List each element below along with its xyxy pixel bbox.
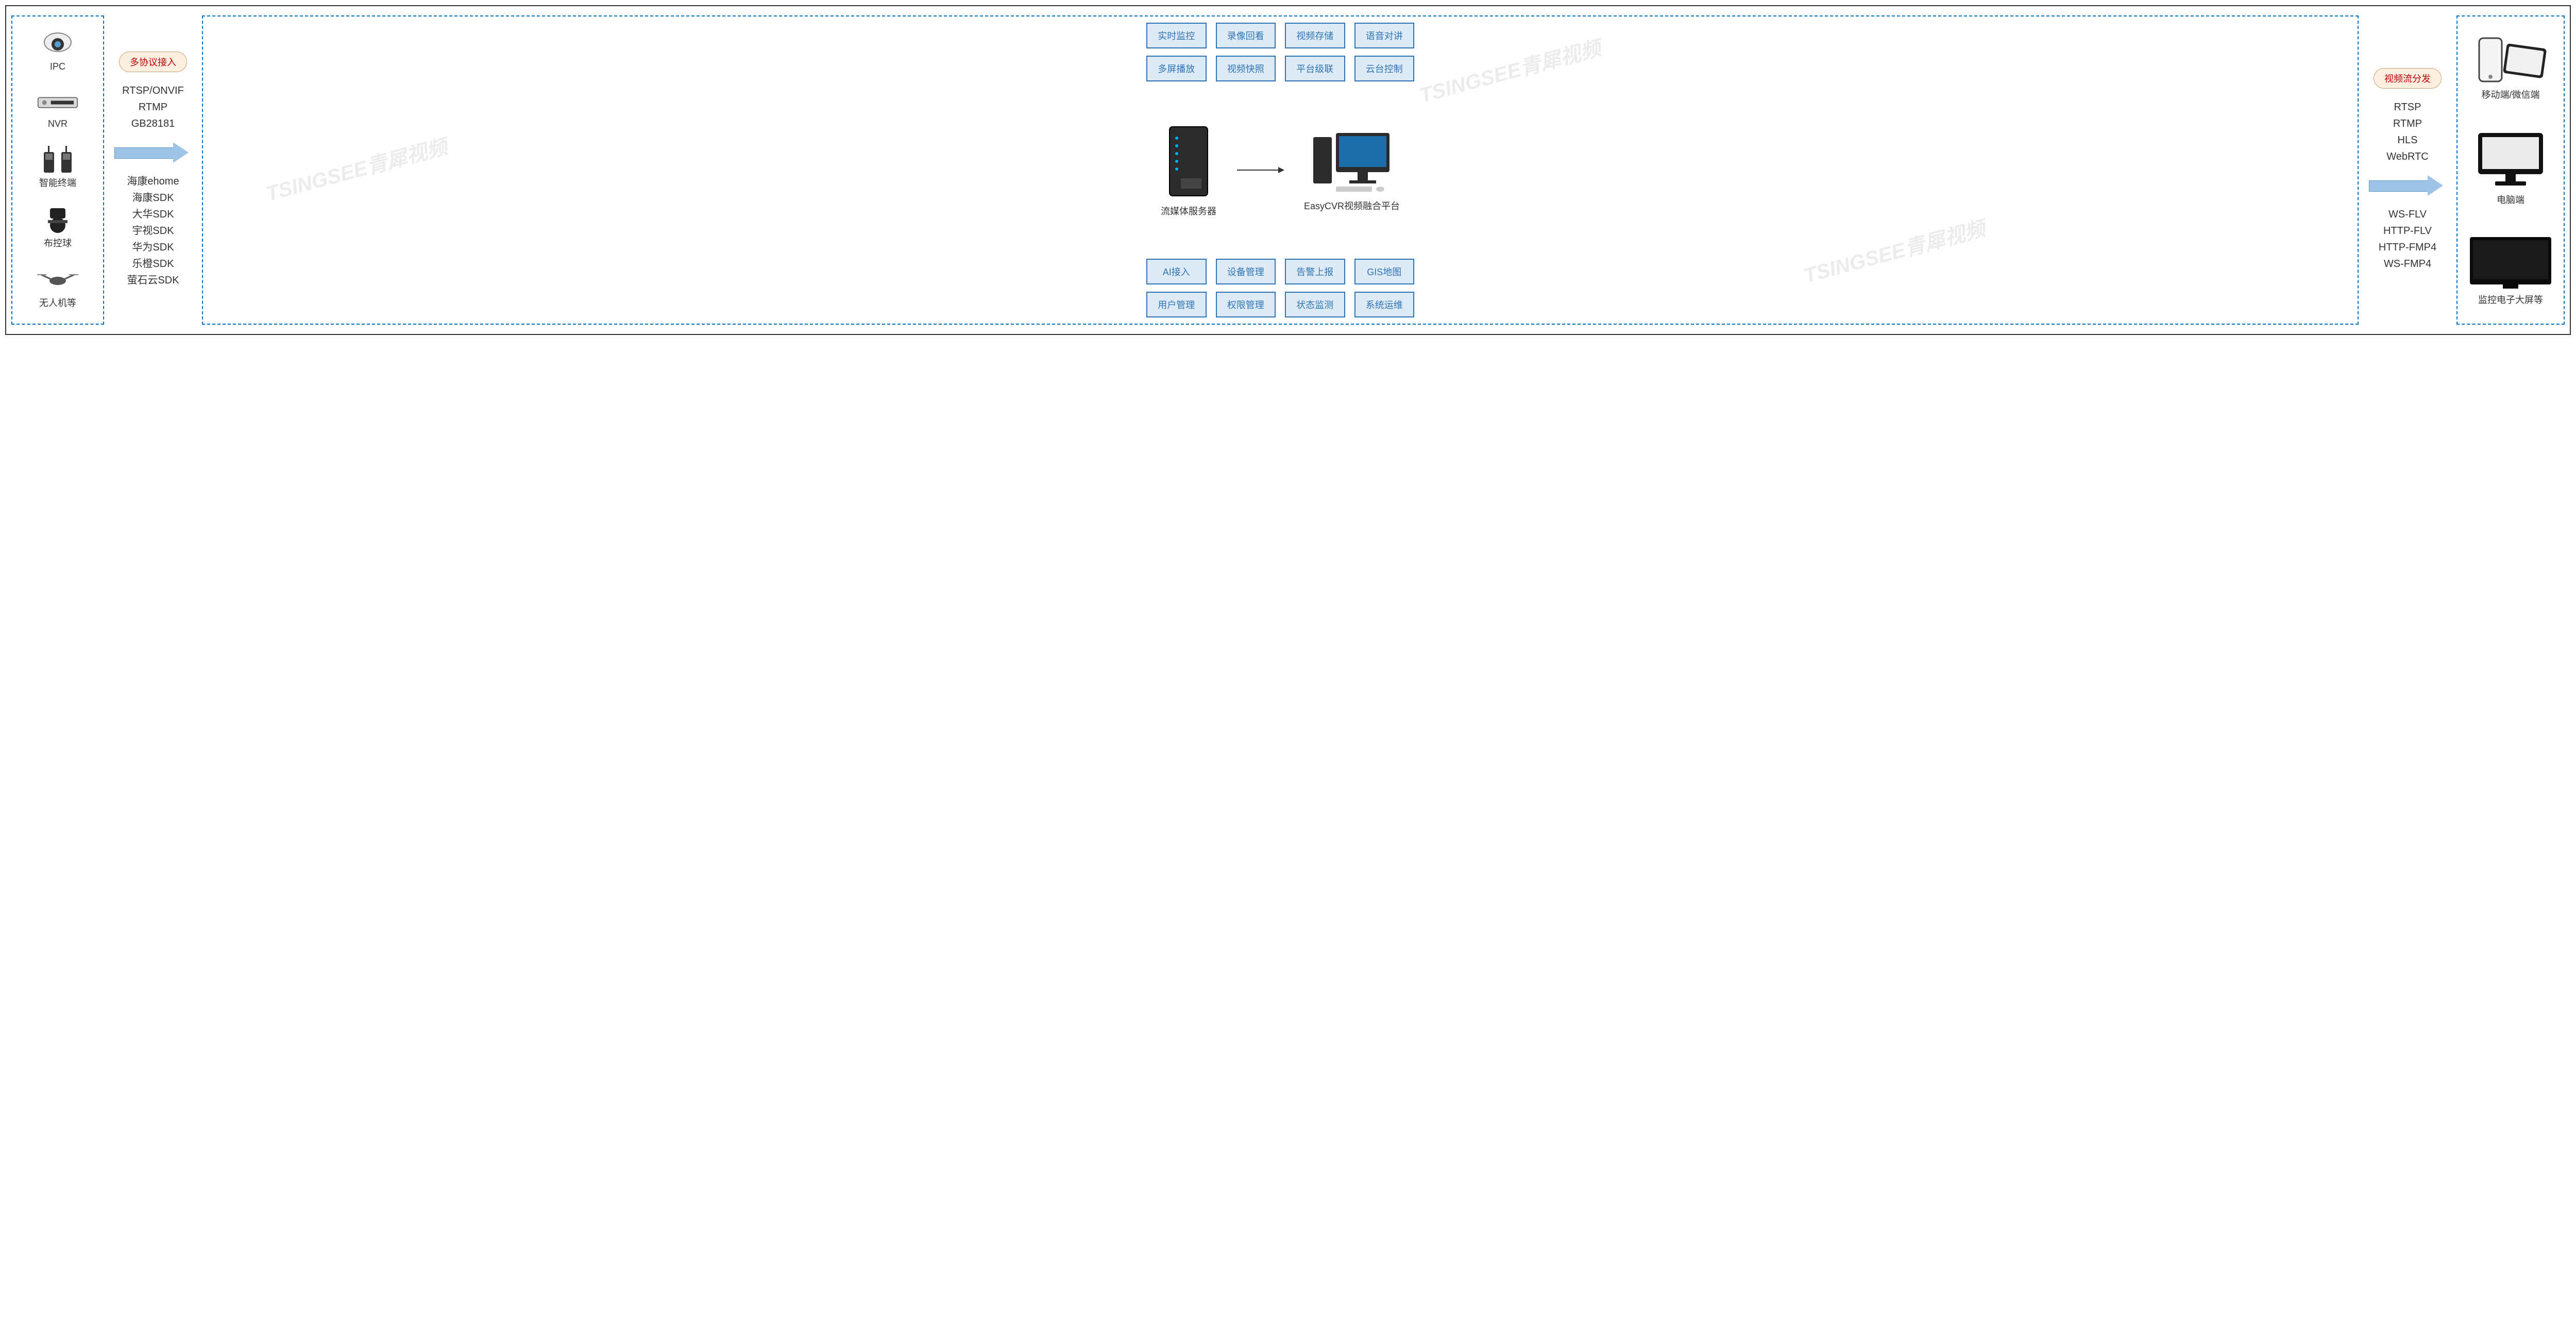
device-dome: 布控球	[37, 206, 78, 249]
protocol: 乐橙SDK	[132, 256, 174, 272]
drone-icon	[37, 265, 78, 294]
feature: AI接入	[1146, 259, 1207, 284]
protocol: 海康SDK	[132, 190, 174, 206]
protocol: HLS	[2398, 132, 2418, 148]
devices-column: IPC NVR 智能终端 布控球 无人机等	[11, 15, 104, 325]
dome-icon	[37, 206, 78, 234]
server-label: 流媒体服务器	[1161, 204, 1216, 217]
media-server: 流媒体服务器	[1161, 123, 1216, 217]
feature: 告警上报	[1285, 259, 1345, 284]
mobile-icon	[2472, 34, 2549, 86]
feature: 权限管理	[1216, 292, 1276, 317]
radio-icon	[37, 145, 78, 174]
arrow-right-icon	[114, 142, 192, 163]
feature: 用户管理	[1146, 292, 1207, 317]
features-top: 实时监控 录像回看 视频存储 语音对讲 多屏播放 视频快照 平台级联 云台控制	[1146, 23, 1414, 81]
distribute-column: 视频流分发 RTSP RTMP HLS WebRTC WS-FLV HTTP-F…	[2364, 68, 2451, 272]
feature: 状态监测	[1285, 292, 1345, 317]
desktop-icon	[1308, 128, 1396, 195]
platform-core: 流媒体服务器 EasyCVR视频融合平台	[209, 123, 2351, 217]
device-label: 智能终端	[39, 176, 76, 189]
protocol: RTMP	[139, 99, 167, 115]
protocol: 萤石云SDK	[127, 272, 179, 289]
features-bottom: AI接入 设备管理 告警上报 GIS地图 用户管理 权限管理 状态监测 系统运维	[1146, 259, 1414, 317]
device-label: 无人机等	[39, 296, 76, 309]
feature: 平台级联	[1285, 56, 1345, 81]
sdk-protocols: 海康ehome 海康SDK 大华SDK 宇视SDK 华为SDK 乐橙SDK 萤石…	[127, 173, 179, 289]
protocol: 大华SDK	[132, 206, 174, 223]
protocol: WebRTC	[2386, 148, 2429, 165]
device-nvr: NVR	[37, 88, 78, 129]
protocol: WS-FMP4	[2384, 256, 2431, 272]
protocol: WS-FLV	[2388, 206, 2427, 223]
protocol: GB28181	[131, 115, 175, 132]
architecture-diagram: TSINGSEE青犀视频 TSINGSEE青犀视频 TSINGSEE青犀视频 I…	[5, 5, 2571, 335]
feature: GIS地图	[1354, 259, 1415, 284]
device-label: IPC	[50, 61, 65, 72]
server-icon	[1165, 123, 1212, 200]
feature: 设备管理	[1216, 259, 1276, 284]
device-ipc: IPC	[37, 31, 78, 72]
feature: 实时监控	[1146, 23, 1207, 48]
feature: 系统运维	[1354, 292, 1415, 317]
protocol: RTSP	[2394, 99, 2421, 115]
device-smart-terminal: 智能终端	[37, 145, 78, 189]
client-screen: 监控电子大屏等	[2467, 234, 2554, 306]
feature: 录像回看	[1216, 23, 1276, 48]
device-label: NVR	[48, 119, 67, 129]
access-column: 多协议接入 RTSP/ONVIF RTMP GB28181 海康ehome 海康…	[109, 52, 197, 289]
device-drone: 无人机等	[37, 265, 78, 309]
feature: 云台控制	[1354, 56, 1415, 81]
tv-icon	[2467, 234, 2554, 291]
client-label: 监控电子大屏等	[2478, 293, 2543, 306]
protocol: 华为SDK	[132, 239, 174, 256]
arrow-right-icon	[2369, 175, 2446, 196]
stream-protocols-top: RTSP RTMP HLS WebRTC	[2386, 99, 2429, 165]
feature: 视频存储	[1285, 23, 1345, 48]
protocol: HTTP-FMP4	[2379, 239, 2436, 256]
client-label: 电脑端	[2497, 193, 2524, 206]
standard-protocols: RTSP/ONVIF RTMP GB28181	[122, 82, 184, 132]
feature: 多屏播放	[1146, 56, 1207, 81]
client-pc: 电脑端	[2472, 129, 2549, 206]
easycvr-platform: EasyCVR视频融合平台	[1304, 128, 1400, 212]
platform-column: 实时监控 录像回看 视频存储 语音对讲 多屏播放 视频快照 平台级联 云台控制 …	[202, 15, 2359, 325]
distribute-pill: 视频流分发	[2374, 68, 2442, 89]
client-label: 移动端/微信端	[2481, 88, 2539, 101]
monitor-icon	[2472, 129, 2549, 191]
feature: 语音对讲	[1354, 23, 1415, 48]
access-pill: 多协议接入	[119, 52, 187, 72]
nvr-icon	[37, 88, 78, 116]
protocol: RTMP	[2393, 115, 2422, 132]
protocol: RTSP/ONVIF	[122, 82, 184, 99]
protocol: 海康ehome	[127, 173, 179, 190]
client-mobile: 移动端/微信端	[2472, 34, 2549, 101]
device-label: 布控球	[44, 236, 72, 249]
platform-label: EasyCVR视频融合平台	[1304, 199, 1400, 212]
feature: 视频快照	[1216, 56, 1276, 81]
clients-column: 移动端/微信端 电脑端 监控电子大屏等	[2456, 15, 2565, 325]
protocol: HTTP-FLV	[2383, 223, 2432, 239]
arrow-icon	[1237, 170, 1283, 171]
stream-protocols-bottom: WS-FLV HTTP-FLV HTTP-FMP4 WS-FMP4	[2379, 206, 2436, 272]
camera-icon	[37, 31, 78, 59]
protocol: 宇视SDK	[132, 223, 174, 239]
